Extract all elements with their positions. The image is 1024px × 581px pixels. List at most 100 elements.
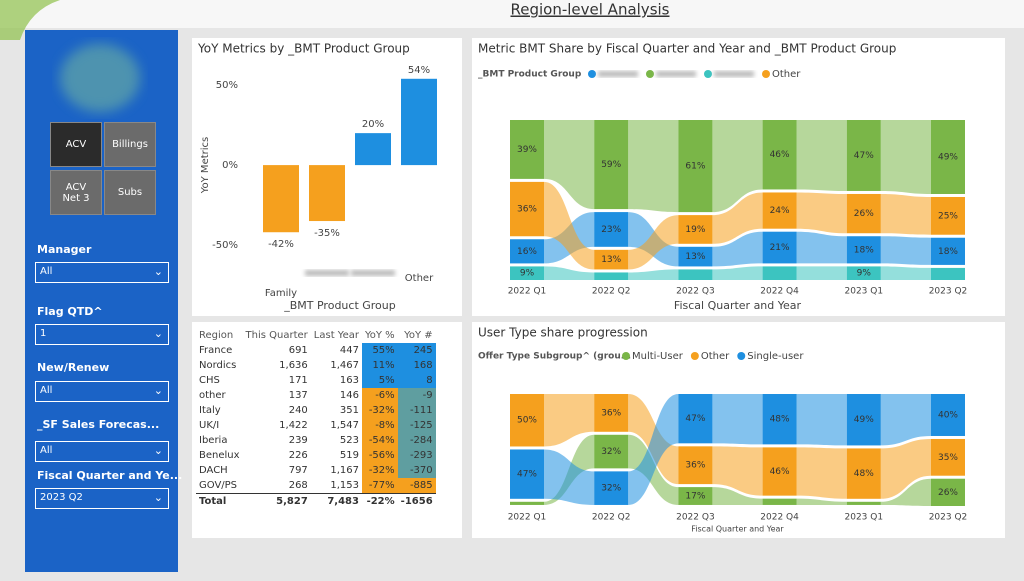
data-label: 13%: [685, 252, 705, 262]
y-tick-label: 0%: [222, 160, 238, 171]
data-label: 18%: [854, 245, 874, 255]
blurred-label: [305, 270, 349, 276]
x-axis-title: Fiscal Quarter and Year: [674, 299, 802, 312]
dropdown[interactable]: All ⌄: [35, 262, 169, 283]
segment: [678, 487, 713, 505]
segment: [510, 120, 544, 179]
table-cell: -293: [397, 448, 436, 463]
segment: [931, 196, 965, 235]
table-cell: 523: [339, 435, 359, 446]
data-label: 20%: [362, 119, 384, 130]
x-axis-title: _BMT Product Group: [283, 299, 396, 312]
segment: [846, 448, 881, 499]
data-label: 49%: [854, 415, 874, 425]
chart-title: User Type share progression: [478, 326, 648, 340]
ribbon: [712, 120, 763, 213]
segment: [594, 272, 629, 280]
logo: [60, 44, 140, 112]
chevron: ⌄: [153, 327, 163, 340]
table-cell: France: [199, 345, 233, 356]
legend-marker: [646, 70, 654, 78]
table-cell: Italy: [199, 405, 221, 416]
button-label: ACV: [65, 139, 87, 150]
legend-marker: [622, 352, 630, 360]
data-label: 47%: [517, 470, 537, 480]
table-cell: DACH: [199, 465, 228, 476]
table-cell: -111: [397, 403, 436, 418]
segment: [510, 501, 544, 505]
table-cell: 691: [288, 345, 308, 356]
table-cell: 1,153: [330, 480, 359, 491]
button[interactable]: ACV: [50, 122, 102, 167]
blurred-legend: [598, 71, 638, 77]
chevron: ⌄: [153, 265, 163, 278]
segment: [510, 449, 544, 499]
chart-title: Metric BMT Share by Fiscal Quarter and Y…: [478, 42, 896, 56]
dropdown[interactable]: All ⌄: [35, 441, 169, 462]
top-bar: [0, 0, 1024, 28]
table-cell: -8%: [361, 418, 398, 433]
dropdown[interactable]: 1 ⌄: [35, 324, 169, 345]
dropdown[interactable]: 2023 Q2 ⌄: [35, 488, 169, 509]
header-cell: Last Year: [313, 330, 359, 341]
segment: [762, 266, 797, 280]
table-cell: 1,547: [330, 420, 359, 431]
data-label: 32%: [601, 484, 621, 494]
data-label: 25%: [938, 211, 958, 221]
segment: [594, 394, 629, 432]
table-cell: 239: [288, 435, 308, 446]
table-cell: 8: [397, 373, 436, 388]
button[interactable]: Billings: [104, 122, 156, 167]
table-cell: 55%: [361, 343, 398, 358]
dropdown[interactable]: All ⌄: [35, 381, 169, 402]
y-tick-label: -50%: [212, 240, 238, 251]
x-axis-title: Fiscal Quarter and Year: [691, 525, 784, 534]
segment: [846, 266, 881, 280]
segment: [594, 249, 629, 270]
ribbon: [544, 394, 595, 447]
button[interactable]: ACV Net 3: [50, 170, 102, 215]
data-label: 18%: [938, 247, 958, 257]
y-tick-label: 50%: [216, 80, 238, 91]
data-label: 36%: [685, 461, 705, 471]
ribbon: [880, 478, 931, 506]
chevron: ⌄: [153, 384, 163, 397]
button[interactable]: Subs: [104, 170, 156, 215]
dropdown-value: All: [40, 266, 53, 277]
header-cell: YoY #: [404, 330, 433, 341]
ribbon: [880, 394, 931, 446]
data-label: 59%: [601, 160, 621, 170]
data-label: 54%: [408, 65, 430, 76]
table-row: GOV/PS 268 1,153 -77% -885: [196, 478, 436, 494]
segment: [678, 394, 713, 444]
ribbon: [880, 438, 931, 499]
table-cell: 226: [288, 450, 308, 461]
x-tick-label: 2022 Q1: [508, 287, 547, 297]
data-label: 48%: [770, 415, 790, 425]
data-label: 23%: [601, 225, 621, 235]
segment: [594, 471, 629, 505]
segment: [678, 215, 713, 244]
data-label: 9%: [520, 269, 535, 279]
data-label: 48%: [854, 469, 874, 479]
table-cell: 146: [339, 390, 359, 401]
data-label: 46%: [770, 467, 790, 477]
segment: [762, 447, 797, 496]
x-tick-label: 2023 Q1: [845, 287, 884, 297]
table-cell: 519: [339, 450, 359, 461]
data-label: 21%: [770, 243, 790, 253]
x-tick-label: 2022 Q3: [676, 513, 715, 523]
segment: [594, 434, 629, 469]
filter-label: New/Renew: [37, 361, 110, 374]
decoration: [0, 0, 60, 40]
table-row: other 137 146 -6% -9: [196, 388, 436, 403]
table-cell: -284: [397, 433, 436, 448]
data-label: -42%: [268, 239, 294, 250]
chart-title: YoY Metrics by _BMT Product Group: [197, 42, 410, 56]
segment: [846, 193, 881, 234]
x-tick-label: 2023 Q2: [929, 513, 968, 523]
data-label: 16%: [517, 247, 537, 257]
dropdown-value: 2023 Q2: [40, 492, 83, 503]
table-row: Iberia 239 523 -54% -284: [196, 433, 436, 448]
